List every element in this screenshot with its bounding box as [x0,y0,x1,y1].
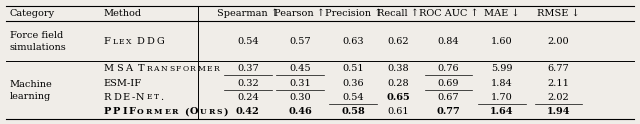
Text: Force field
simulations: Force field simulations [10,31,67,52]
Text: 0.76: 0.76 [438,64,460,73]
Text: 0.24: 0.24 [237,93,259,102]
Text: N: N [161,65,167,73]
Text: E: E [118,38,124,46]
Text: 0.51: 0.51 [342,64,364,73]
Text: R: R [104,93,111,102]
Text: L: L [112,38,117,46]
Text: 0.38: 0.38 [388,64,409,73]
Text: E: E [164,108,170,116]
Text: O: O [137,108,144,116]
Text: 0.61: 0.61 [388,107,409,116]
Text: S: S [169,65,174,73]
Text: F: F [104,37,111,46]
Text: N: N [136,93,145,102]
Text: 0.69: 0.69 [438,78,460,88]
Text: A: A [154,65,159,73]
Text: Pearson ↑: Pearson ↑ [275,9,325,18]
Text: E: E [147,93,152,101]
Text: U: U [200,108,207,116]
Text: 0.32: 0.32 [237,78,259,88]
Text: 0.30: 0.30 [289,93,311,102]
Text: M: M [197,65,205,73]
Text: S: S [116,64,123,73]
Text: 0.54: 0.54 [237,37,259,46]
Text: Spearman ↑: Spearman ↑ [217,9,279,18]
Text: 0.58: 0.58 [341,107,365,116]
Text: 1.60: 1.60 [491,37,513,46]
Text: 1.84: 1.84 [491,78,513,88]
Text: 1.94: 1.94 [547,107,570,116]
Text: M: M [154,108,162,116]
Text: ROC AUC ↑: ROC AUC ↑ [419,9,478,18]
Text: Machine
learning: Machine learning [10,80,52,101]
Text: T: T [138,64,145,73]
Text: F: F [175,65,180,73]
Text: P: P [113,107,120,116]
Text: 0.63: 0.63 [342,37,364,46]
Text: F: F [128,107,135,116]
Text: R: R [145,108,152,116]
Text: E: E [123,93,130,102]
Text: S: S [216,108,222,116]
Text: R: R [146,65,152,73]
Text: G: G [156,37,164,46]
Text: ): ) [223,107,228,116]
Text: 6.77: 6.77 [547,64,569,73]
Text: 2.11: 2.11 [547,78,569,88]
Text: (: ( [184,107,188,116]
Text: 1.64: 1.64 [490,107,514,116]
Text: 0.45: 0.45 [289,64,311,73]
Text: 0.84: 0.84 [438,37,460,46]
Text: 0.62: 0.62 [388,37,409,46]
Text: X: X [125,38,131,46]
Text: 0.57: 0.57 [289,37,311,46]
Text: Category: Category [10,9,54,18]
Text: I: I [122,107,127,116]
Text: 0.31: 0.31 [289,78,311,88]
Text: T: T [154,93,159,101]
Text: 1.70: 1.70 [491,93,513,102]
Text: 2.02: 2.02 [547,93,569,102]
Text: Method: Method [104,9,141,18]
Text: R: R [172,108,178,116]
Text: RMSE ↓: RMSE ↓ [537,9,580,18]
Text: D: D [136,37,144,46]
Text: MAE ↓: MAE ↓ [484,9,520,18]
Text: 0.67: 0.67 [438,93,460,102]
Text: D: D [113,93,121,102]
Text: D: D [147,37,154,46]
Text: O: O [189,107,198,116]
Text: 0.77: 0.77 [436,107,460,116]
Text: E: E [207,65,212,73]
Text: O: O [182,65,188,73]
Text: ESM-IF: ESM-IF [104,78,141,88]
Text: Recall ↑: Recall ↑ [378,9,419,18]
Text: 0.54: 0.54 [342,93,364,102]
Text: Precision ↑: Precision ↑ [324,9,382,18]
Text: R: R [209,108,215,116]
Text: P: P [104,107,111,116]
Text: R: R [190,65,196,73]
Text: 0.46: 0.46 [288,107,312,116]
Text: 0.37: 0.37 [237,64,259,73]
Text: 0.42: 0.42 [236,107,260,116]
Text: 0.28: 0.28 [388,78,409,88]
Text: R: R [214,65,220,73]
Text: 0.65: 0.65 [387,93,410,102]
Text: -: - [132,93,135,102]
Text: M: M [104,64,114,73]
Text: 0.36: 0.36 [342,78,364,88]
Text: 2.00: 2.00 [548,37,569,46]
Text: A: A [125,64,132,73]
Text: .: . [160,93,163,102]
Text: 5.99: 5.99 [491,64,513,73]
